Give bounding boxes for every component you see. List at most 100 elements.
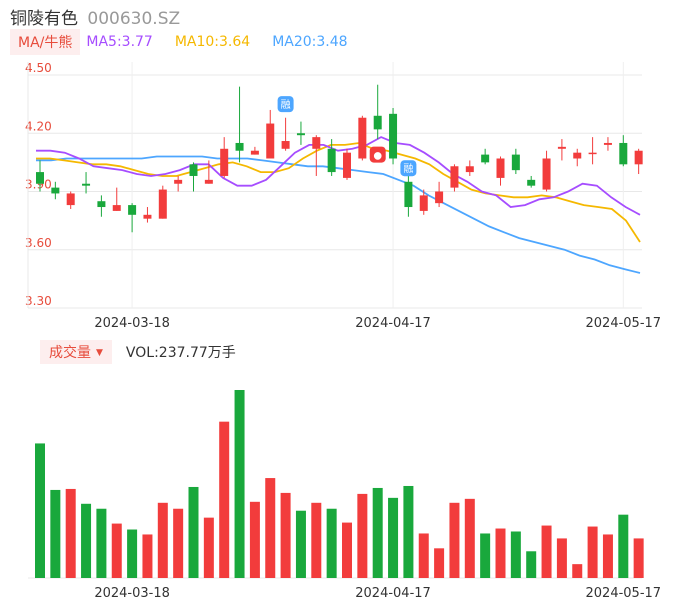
volume-bar: [342, 522, 352, 578]
candle-body: [603, 142, 612, 145]
x-tick-label: 2024-03-18: [94, 316, 170, 331]
candle-body: [327, 148, 336, 173]
ma20-line: [36, 155, 641, 274]
candle-body: [189, 164, 198, 176]
ma10-line: [36, 142, 641, 243]
candle-body: [634, 150, 643, 165]
candle-body: [573, 152, 582, 159]
candle-body: [51, 187, 60, 194]
event-marker-label: 融: [281, 99, 291, 111]
volume-bar: [203, 517, 214, 578]
volume-bar: [311, 502, 322, 578]
volume-bar: [434, 548, 445, 578]
volume-bar: [234, 390, 245, 578]
volume-bar: [495, 528, 506, 578]
candle-body: [158, 189, 167, 219]
volume-bar: [526, 551, 537, 578]
candle-body: [82, 183, 91, 186]
x-tick-label: 2024-04-17: [355, 586, 431, 601]
volume-bar: [541, 525, 552, 578]
volume-bar: [280, 492, 291, 578]
volume-bar: [449, 502, 460, 578]
candle-body: [281, 141, 290, 149]
candle-body: [404, 181, 413, 208]
candle-body: [481, 154, 490, 163]
ma5-line: [36, 136, 641, 216]
volume-bar: [418, 533, 429, 578]
volume-bar: [602, 534, 613, 578]
volume-bar: [633, 538, 644, 578]
candle-body: [97, 201, 106, 208]
y-tick-label: 3.30: [25, 294, 52, 308]
candle-body: [419, 195, 428, 211]
volume-bar: [127, 529, 138, 578]
ma5-label: MA5:3.77: [86, 34, 153, 50]
volume-bar: [81, 503, 92, 578]
volume-bar: [249, 501, 260, 578]
volume-bar: [587, 526, 598, 578]
volume-bar: [372, 487, 383, 578]
volume-bar: [111, 523, 122, 578]
volume-bar: [219, 421, 230, 578]
dropdown-arrow-icon: ▼: [96, 348, 103, 358]
candle-body: [250, 150, 259, 155]
candle-body: [220, 148, 229, 176]
candle-body: [373, 115, 382, 130]
candle-body: [619, 142, 628, 165]
candle-body: [174, 179, 183, 184]
candle-body: [312, 137, 321, 149]
candle-body: [496, 158, 505, 178]
volume-bar: [572, 564, 583, 578]
y-tick-label: 3.60: [25, 236, 52, 250]
volume-bar: [464, 498, 475, 578]
volume-indicator-selector[interactable]: 成交量 ▼: [40, 340, 112, 364]
x-tick-label: 2024-03-18: [94, 586, 170, 601]
volume-bar: [510, 531, 521, 578]
volume-bar: [173, 508, 184, 578]
candle-body: [542, 158, 551, 190]
candle-body: [235, 142, 244, 151]
ma20-label: MA20:3.48: [272, 34, 348, 50]
candle-body: [389, 113, 398, 159]
candle-body: [465, 166, 474, 173]
event-marker-icon: [277, 96, 294, 113]
candle-body: [358, 117, 367, 159]
y-tick-label: 3.90: [25, 178, 52, 192]
volume-bar: [295, 510, 306, 578]
candle-body: [527, 179, 536, 186]
candle-body: [557, 146, 566, 149]
candle-body: [66, 193, 75, 206]
volume-legend: 成交量 ▼ VOL:237.77万手: [40, 340, 236, 364]
stock-name: 铜陵有色: [10, 9, 78, 29]
candle-body: [128, 205, 137, 215]
volume-bar: [35, 443, 45, 578]
candle-body: [588, 152, 597, 155]
candle-body: [266, 123, 275, 159]
candle-body: [435, 191, 444, 204]
x-tick-label: 2024-05-17: [586, 586, 662, 601]
event-marker-label: ●: [373, 151, 382, 162]
candle-body: [143, 214, 152, 219]
event-marker-icon: [400, 160, 417, 177]
volume-bar: [326, 508, 337, 578]
volume-tag-label: 成交量: [49, 345, 91, 361]
candle-body: [112, 205, 121, 211]
candle-body: [36, 172, 44, 184]
ma10-label: MA10:3.64: [174, 34, 251, 50]
ma-legend: MA/牛熊 MA5:3.77 MA10:3.64 MA20:3.48: [10, 29, 370, 55]
volume-bar: [96, 508, 107, 578]
volume-bar: [357, 493, 368, 578]
volume-bar: [556, 538, 567, 578]
volume-bar: [618, 514, 629, 578]
event-marker-icon: [369, 146, 386, 163]
ma-indicator-selector[interactable]: MA/牛熊: [10, 29, 81, 55]
x-tick-label: 2024-05-17: [586, 316, 662, 331]
x-tick-label: 2024-04-17: [355, 316, 431, 331]
volume-bar: [403, 485, 414, 578]
y-tick-label: 4.20: [25, 119, 52, 133]
candle-body: [511, 154, 520, 171]
volume-bar: [157, 502, 168, 578]
candle-body: [450, 166, 459, 188]
volume-bar: [480, 533, 491, 578]
